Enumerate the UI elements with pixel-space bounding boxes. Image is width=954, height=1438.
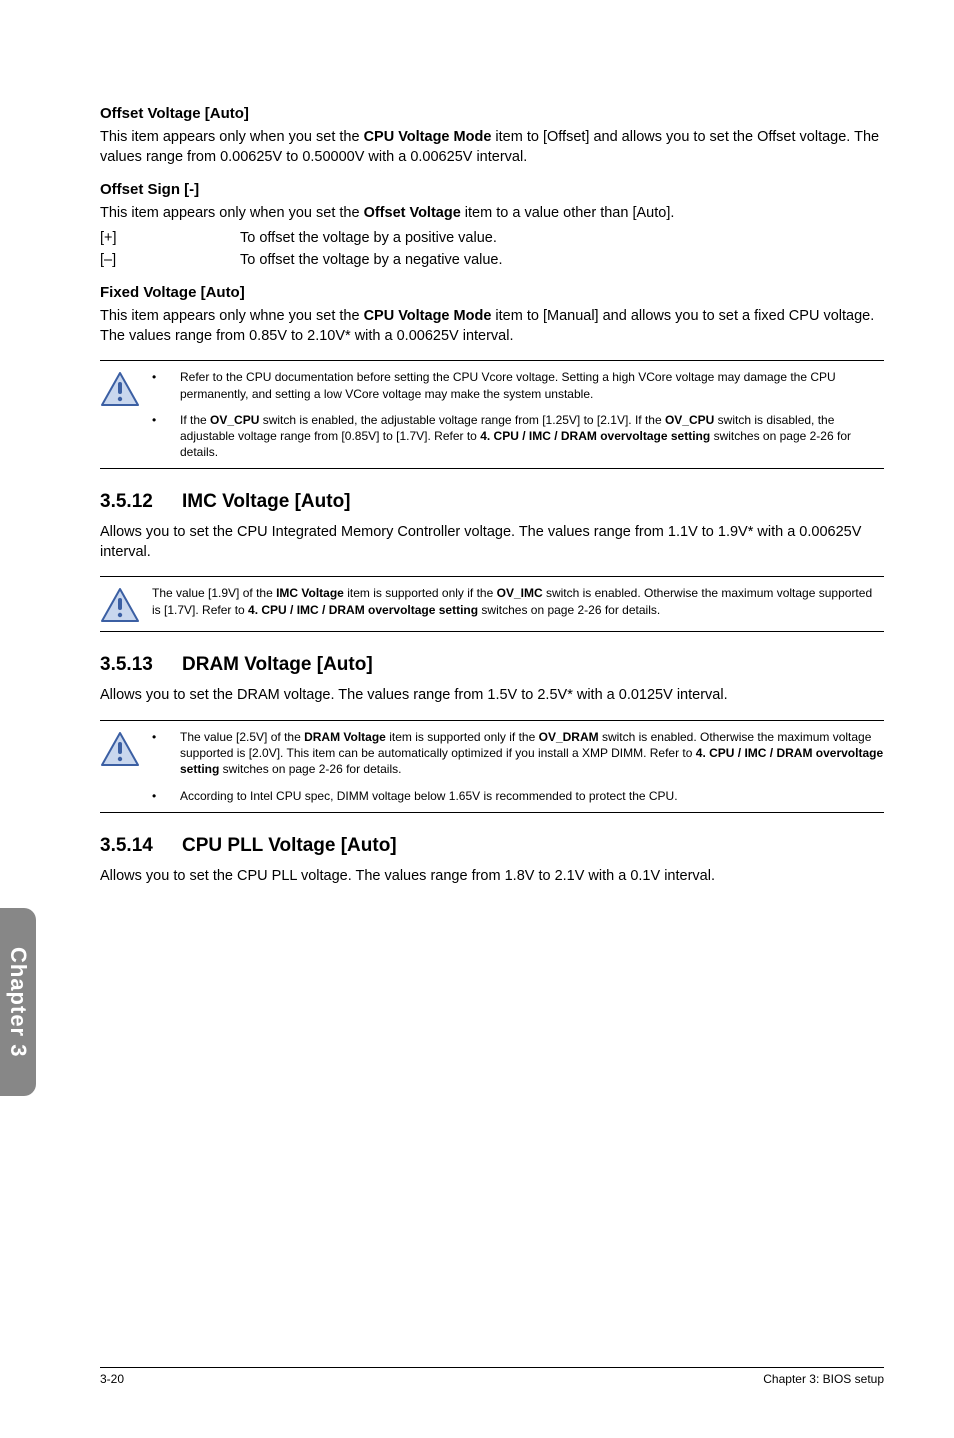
text-dram: Allows you to set the DRAM voltage. The … bbox=[100, 686, 884, 706]
caution-note: •Refer to the CPU documentation before s… bbox=[100, 360, 884, 469]
chapter-label: Chapter 3: BIOS setup bbox=[763, 1372, 884, 1386]
text-imc: Allows you to set the CPU Integrated Mem… bbox=[100, 523, 884, 562]
text-pll: Allows you to set the CPU PLL voltage. T… bbox=[100, 867, 884, 887]
section-heading-dram: 3.5.13DRAM Voltage [Auto] bbox=[100, 654, 884, 676]
heading-offset-voltage: Offset Voltage [Auto] bbox=[100, 105, 884, 122]
chapter-tab: Chapter 3 bbox=[0, 908, 36, 1096]
option-symbol: [–] bbox=[100, 250, 240, 270]
text-fixed-voltage: This item appears only whne you set the … bbox=[100, 307, 884, 346]
section-heading-imc: 3.5.12IMC Voltage [Auto] bbox=[100, 491, 884, 513]
caution-note-body: •The value [2.5V] of the DRAM Voltage it… bbox=[152, 729, 884, 804]
note-bullet: •The value [2.5V] of the DRAM Voltage it… bbox=[152, 729, 884, 778]
text-offset-sign: This item appears only when you set the … bbox=[100, 204, 884, 224]
caution-note-body: •Refer to the CPU documentation before s… bbox=[152, 369, 884, 460]
option-desc: To offset the voltage by a positive valu… bbox=[240, 228, 497, 248]
heading-fixed-voltage: Fixed Voltage [Auto] bbox=[100, 284, 884, 301]
caution-icon bbox=[100, 729, 152, 804]
option-desc: To offset the voltage by a negative valu… bbox=[240, 250, 503, 270]
option-row: [–] To offset the voltage by a negative … bbox=[100, 250, 884, 270]
note-bullet: •If the OV_CPU switch is enabled, the ad… bbox=[152, 412, 884, 461]
page-content: Offset Voltage [Auto] This item appears … bbox=[0, 0, 954, 886]
option-symbol: [+] bbox=[100, 228, 240, 248]
note-bullet: •According to Intel CPU spec, DIMM volta… bbox=[152, 788, 884, 804]
caution-icon bbox=[100, 585, 152, 623]
caution-icon bbox=[100, 369, 152, 460]
page-footer: 3-20 Chapter 3: BIOS setup bbox=[100, 1367, 884, 1386]
caution-note-body: The value [1.9V] of the IMC Voltage item… bbox=[152, 585, 884, 623]
section-heading-pll: 3.5.14CPU PLL Voltage [Auto] bbox=[100, 835, 884, 857]
caution-note: The value [1.9V] of the IMC Voltage item… bbox=[100, 576, 884, 632]
text-offset-voltage: This item appears only when you set the … bbox=[100, 128, 884, 167]
heading-offset-sign: Offset Sign [-] bbox=[100, 181, 884, 198]
note-bullet: •Refer to the CPU documentation before s… bbox=[152, 369, 884, 401]
page-number: 3-20 bbox=[100, 1372, 124, 1386]
caution-note: •The value [2.5V] of the DRAM Voltage it… bbox=[100, 720, 884, 813]
option-row: [+] To offset the voltage by a positive … bbox=[100, 228, 884, 248]
